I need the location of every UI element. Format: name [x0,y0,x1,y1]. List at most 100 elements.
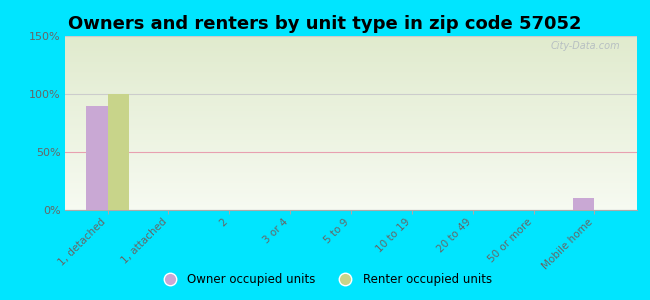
Bar [65,78,637,79]
Bar [65,108,637,109]
Bar [65,59,637,60]
Bar [65,192,637,193]
Bar [65,194,637,195]
Bar [65,148,637,149]
Bar [65,193,637,194]
Bar [65,155,637,156]
Bar [65,125,637,126]
Text: City-Data.com: City-Data.com [550,41,620,51]
Bar [65,55,637,56]
Bar [65,84,637,85]
Bar [65,159,637,160]
Bar [65,85,637,86]
Bar [65,189,637,190]
Bar [65,100,637,101]
Bar [65,200,637,201]
Bar [65,66,637,67]
Bar [65,91,637,92]
Bar [65,198,637,199]
Bar [65,170,637,171]
Bar [86,106,108,210]
Bar [65,157,637,158]
Bar [65,97,637,98]
Bar [65,186,637,187]
Bar [65,112,637,113]
Bar [65,132,637,133]
Bar [65,82,637,83]
Bar [65,90,637,91]
Bar [65,98,637,99]
Bar [65,123,637,124]
Bar [65,172,637,173]
Bar [65,121,637,122]
Bar [65,135,637,136]
Bar [65,104,637,105]
Bar [65,165,637,166]
Bar [65,156,637,157]
Bar [65,140,637,141]
Bar [65,142,637,143]
Bar [65,50,637,51]
Bar [573,198,594,210]
Bar [65,195,637,196]
Bar [65,38,637,39]
Bar [65,145,637,146]
Bar [65,76,637,77]
Bar [65,163,637,164]
Bar [65,204,637,205]
Bar [65,105,637,106]
Bar [65,75,637,76]
Bar [65,36,637,37]
Bar [65,179,637,180]
Bar [65,92,637,93]
Bar [65,202,637,203]
Bar [65,62,637,63]
Bar [65,93,637,94]
Bar [65,70,637,71]
Bar [65,67,637,68]
Bar [65,96,637,97]
Bar [65,196,637,197]
Bar [65,146,637,147]
Bar [65,60,637,61]
Bar [65,209,637,210]
Bar [65,136,637,137]
Bar [65,133,637,134]
Bar [65,80,637,81]
Bar [65,134,637,135]
Bar [65,144,637,145]
Bar [65,143,637,144]
Bar [65,206,637,207]
Bar [65,160,637,161]
Bar [65,127,637,128]
Bar [65,138,637,139]
Bar [65,77,637,78]
Bar [65,151,637,152]
Bar [65,51,637,52]
Bar [65,137,637,138]
Bar [65,115,637,116]
Bar [65,154,637,155]
Bar [65,73,637,74]
Bar [65,54,637,55]
Bar [65,152,637,153]
Bar [65,85,637,86]
Bar [65,130,637,131]
Bar [65,117,637,118]
Bar [65,120,637,121]
Bar [65,161,637,162]
Bar [65,56,637,57]
Bar [65,171,637,172]
Bar [65,168,637,169]
Bar [65,83,637,84]
Bar [65,116,637,117]
Bar [65,174,637,175]
Bar [65,43,637,44]
Bar [65,110,637,111]
Bar [65,139,637,140]
Bar [65,178,637,179]
Bar [65,177,637,178]
Bar [65,164,637,165]
Bar [65,37,637,38]
Bar [65,100,637,101]
